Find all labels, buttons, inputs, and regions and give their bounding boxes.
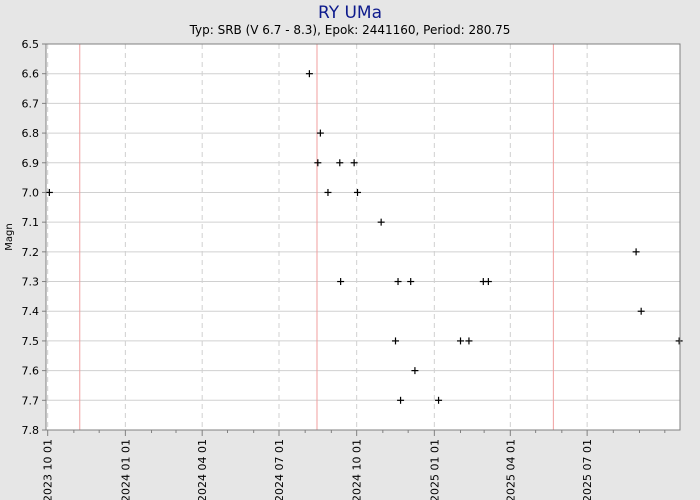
data-point — [637, 307, 645, 315]
data-point — [316, 129, 324, 137]
x-tick-label: 2024 10 01 — [351, 439, 364, 500]
chart-title: RY UMa — [318, 3, 382, 23]
data-point — [350, 159, 358, 167]
data-point — [675, 337, 683, 345]
x-tick-label: 2025 01 01 — [428, 439, 441, 500]
data-point — [484, 278, 492, 286]
data-point — [397, 396, 405, 404]
y-tick-label: 6.7 — [22, 97, 40, 110]
plot-frame — [45, 43, 681, 431]
y-tick-label: 7.5 — [22, 335, 40, 348]
y-tick-label: 7.7 — [22, 394, 40, 407]
data-point — [392, 337, 400, 345]
data-point — [354, 188, 362, 196]
x-tick-label: 2024 07 01 — [273, 439, 286, 500]
y-tick-label: 6.9 — [22, 157, 40, 170]
data-point — [45, 188, 53, 196]
x-tick-label: 2025 07 01 — [581, 439, 594, 500]
data-point — [632, 248, 640, 256]
x-tick-label: 2025 04 01 — [504, 439, 517, 500]
y-tick-label: 7.4 — [22, 305, 40, 318]
plot-area — [46, 44, 680, 430]
data-point — [394, 278, 402, 286]
data-point — [407, 278, 415, 286]
y-tick-label: 7.3 — [22, 276, 40, 289]
data-point — [336, 159, 344, 167]
x-tick-label: 2024 04 01 — [196, 439, 209, 500]
data-point — [377, 218, 385, 226]
y-axis: 6.5 6.6 6.7 6.8 6.9 7.0 7.1 7.2 7.3 7.4 7.5 7.6 7.7 7… — [22, 38, 46, 437]
data-point — [411, 367, 419, 375]
y-tick-label: 7.8 — [22, 424, 40, 437]
y-tick-label: 7.6 — [22, 365, 40, 378]
data-point — [465, 337, 473, 345]
chart-subtitle: Typ: SRB (V 6.7 - 8.3), Epok: 2441160, P… — [189, 23, 511, 37]
y-tick-label: 6.6 — [22, 68, 40, 81]
x-axis: 2023 10 01 2024 01 01 2024 04 01 2024 07 01… — [42, 430, 666, 500]
data-point — [305, 70, 313, 78]
y-tick-label: 6.5 — [22, 38, 40, 51]
data-point — [337, 278, 345, 286]
data-point — [457, 337, 465, 345]
grid-layer — [46, 44, 680, 430]
y-tick-label: 7.2 — [22, 246, 40, 259]
data-point — [435, 396, 443, 404]
y-tick-label: 6.8 — [22, 127, 40, 140]
data-point — [324, 188, 332, 196]
x-tick-label: 2023 10 01 — [42, 439, 55, 500]
x-tick-label: 2024 01 01 — [119, 439, 132, 500]
y-axis-title: Magn — [4, 223, 15, 250]
data-point — [314, 159, 322, 167]
epoch-markers — [79, 44, 554, 430]
data-points — [45, 70, 683, 404]
y-tick-label: 7.0 — [22, 186, 40, 199]
y-tick-label: 7.1 — [22, 216, 40, 229]
